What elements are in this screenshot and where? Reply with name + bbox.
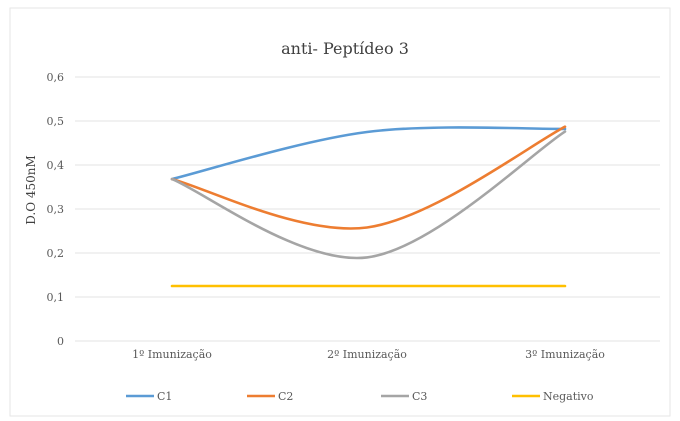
chart-frame [9,7,671,417]
y-tick-label: 0,1 [47,291,65,304]
y-tick-label: 0 [57,335,64,348]
y-tick-label: 0,5 [47,115,65,128]
legend-label-c1: C1 [157,390,172,403]
y-axis-title: D.O 450nM [24,155,38,225]
gridlines [75,76,660,342]
series-line-c1 [170,126,567,181]
series-lines [170,125,567,288]
y-tick-label: 0,6 [47,71,65,84]
legend-label-c2: C2 [278,390,293,403]
y-tick-label: 0,4 [47,159,65,172]
y-axis-ticks: 0 0,1 0,2 0,3 0,4 0,5 0,6 [47,71,65,348]
x-tick-label: 2º Imunização [327,348,407,361]
y-tick-label: 0,3 [47,203,65,216]
legend-label-negativo: Negativo [543,390,594,403]
series-line-c3 [170,130,567,260]
x-tick-label: 1º Imunização [132,348,212,361]
legend-label-c3: C3 [412,390,427,403]
x-tick-label: 3º Imunização [525,348,605,361]
y-tick-label: 0,2 [47,247,65,260]
series-line-c2 [170,125,567,230]
chart-title: anti- Peptídeo 3 [281,39,409,58]
x-axis-ticks: 1º Imunização 2º Imunização 3º Imunização [132,348,605,361]
legend: C1 C2 C3 Negativo [126,390,594,403]
